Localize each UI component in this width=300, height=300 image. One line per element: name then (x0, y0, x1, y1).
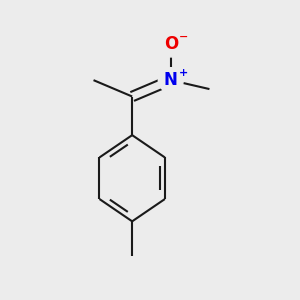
Circle shape (158, 32, 183, 57)
Text: +: + (179, 68, 188, 78)
Text: −: − (178, 32, 188, 42)
Text: O: O (164, 35, 178, 53)
Text: N: N (164, 71, 178, 89)
Circle shape (158, 68, 183, 93)
